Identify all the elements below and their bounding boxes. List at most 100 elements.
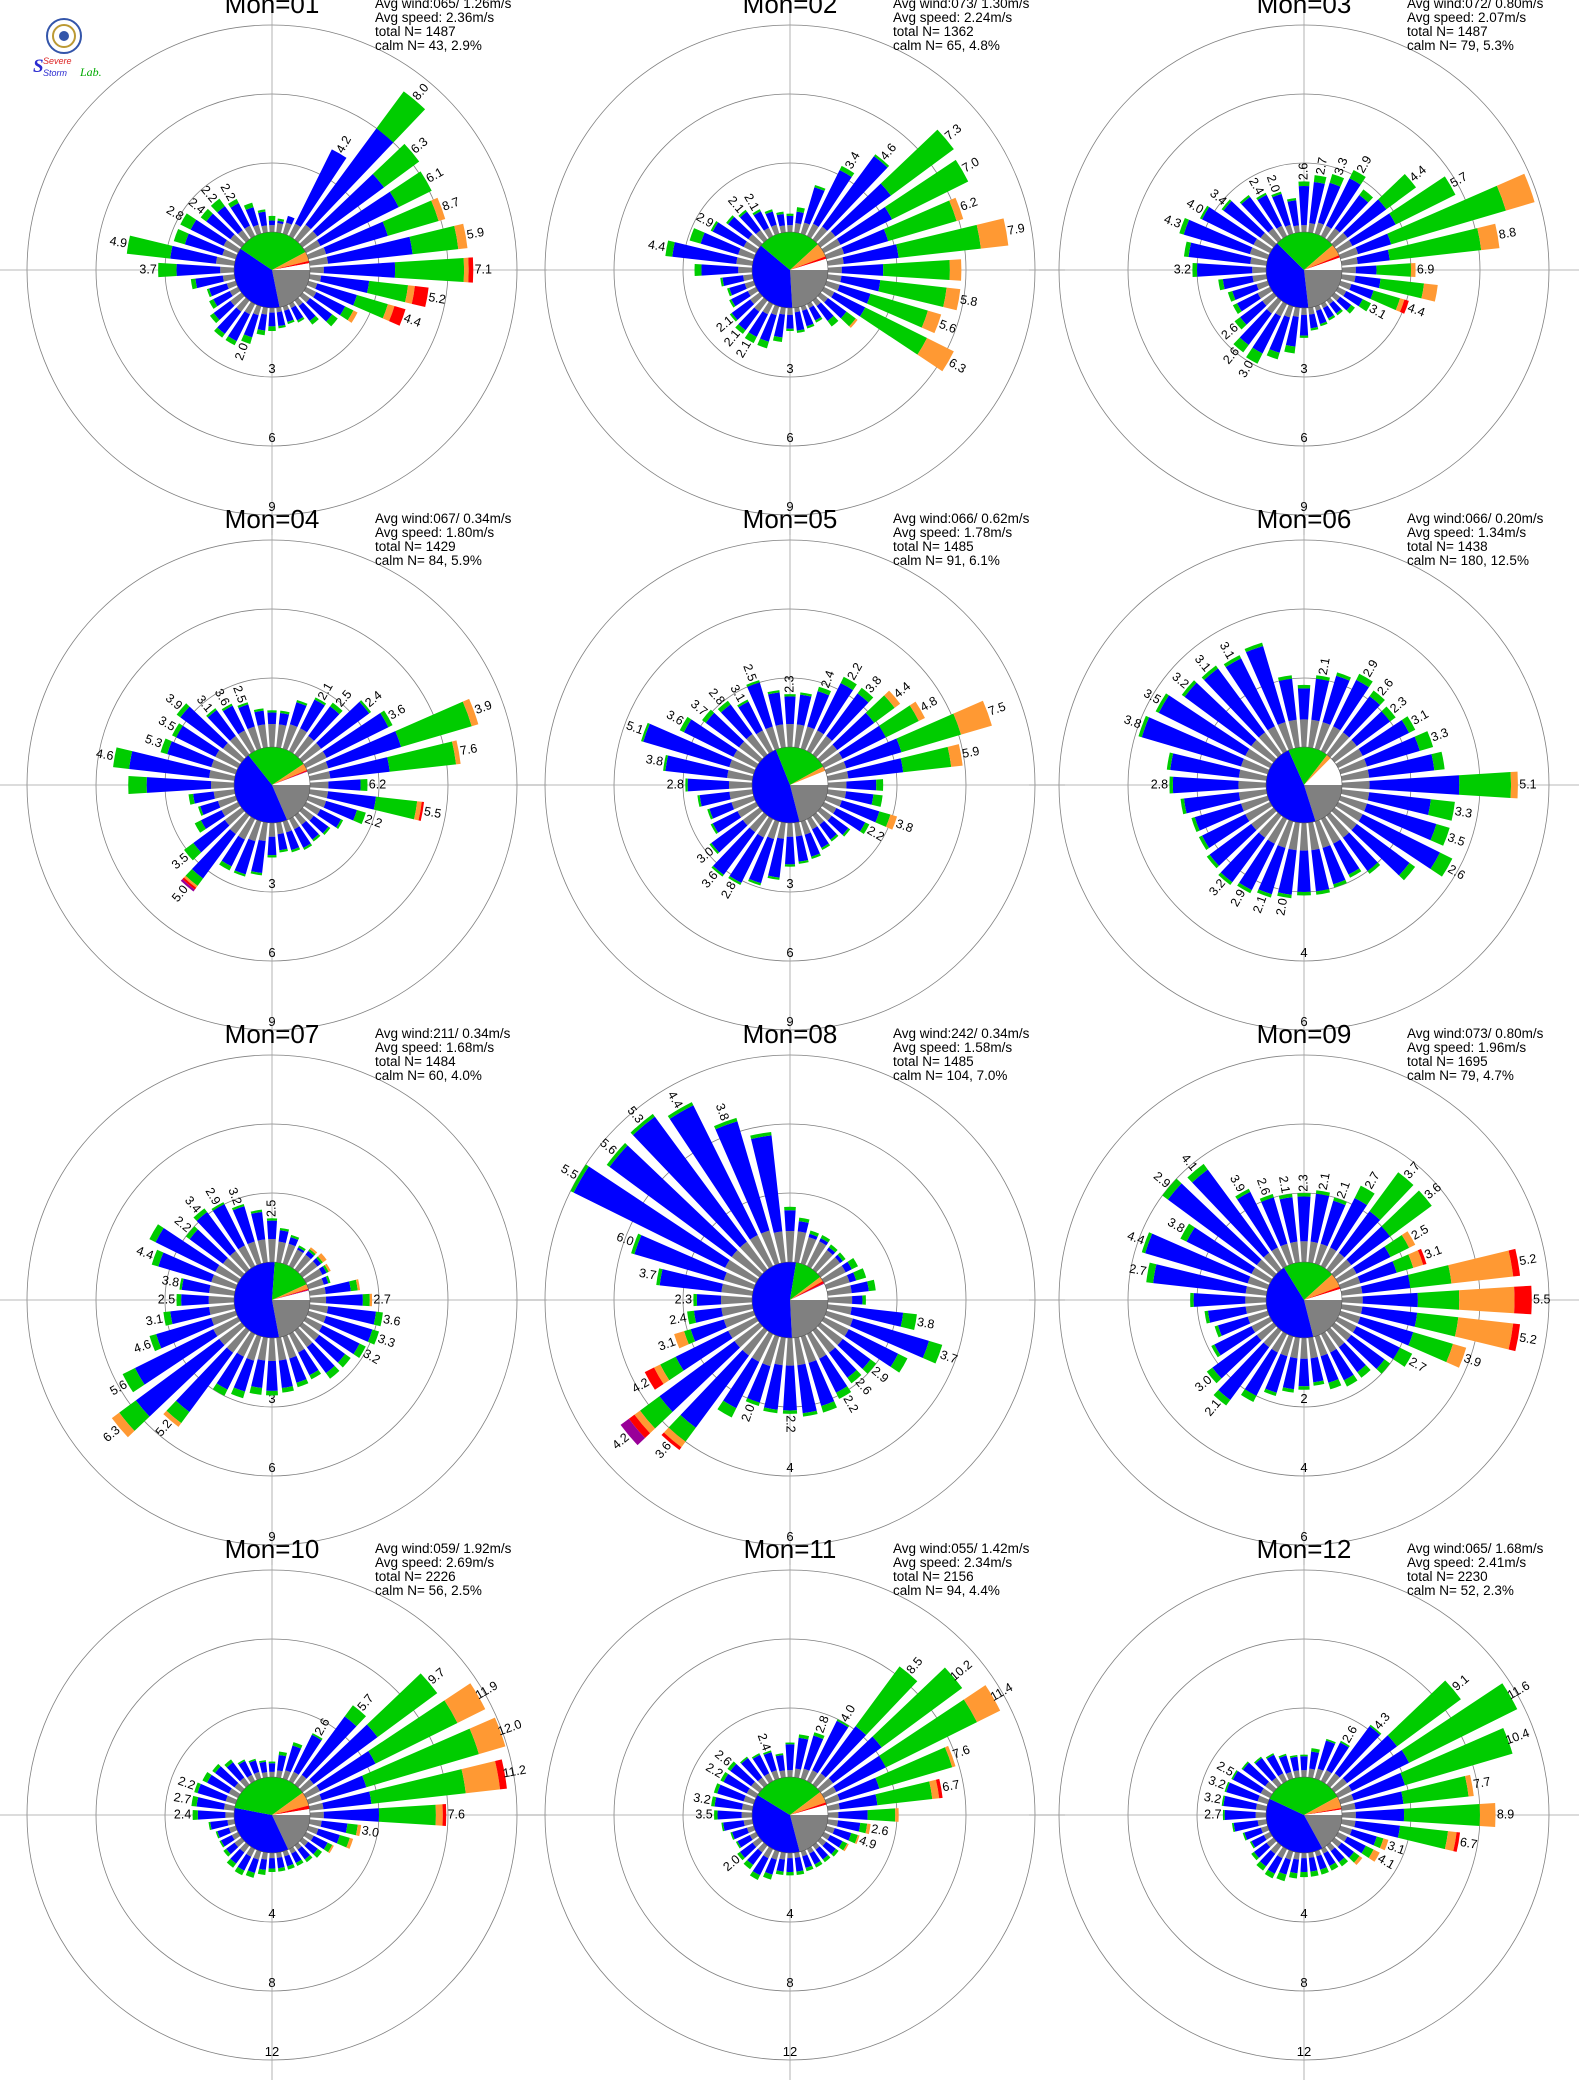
direction-bar-segment [369, 1293, 373, 1307]
direction-bar-segment [246, 1334, 262, 1361]
direction-bar-segment [852, 1295, 863, 1305]
direction-bar-segment [1355, 1808, 1405, 1822]
direction-bar-segment [800, 304, 808, 311]
stat-line: Avg speed: 1.78m/s [893, 525, 1012, 540]
direction-bar-segment [373, 796, 418, 820]
direction-bar-segment [1255, 1803, 1268, 1811]
direction-bar-segment [806, 223, 819, 239]
direction-bar-segment [659, 1269, 723, 1293]
direction-bar-segment [862, 1295, 866, 1305]
direction-bar-segment [714, 1810, 718, 1820]
bar-value-label: 2.6 [1296, 163, 1310, 180]
direction-bar-segment [1342, 696, 1381, 738]
bar-value-label: 3.1 [1423, 1243, 1444, 1262]
direction-bar-segment [209, 299, 218, 309]
wind-rose-panel: 3694.28.06.36.18.75.97.15.24.42.03.74.92… [0, 0, 547, 535]
direction-bar-segment [294, 224, 311, 243]
direction-bar-segment [1340, 1819, 1356, 1828]
direction-bar-segment [285, 1745, 302, 1773]
direction-bar-segment [1399, 299, 1409, 314]
direction-bar-segment [1214, 1326, 1256, 1356]
direction-bar-segment [190, 278, 198, 290]
bar-value-label: 5.1 [624, 718, 645, 737]
direction-bar-segment [1257, 889, 1272, 898]
direction-bar-segment [900, 1312, 917, 1331]
direction-bar-segment [414, 801, 422, 821]
direction-bar-segment [1320, 726, 1341, 754]
direction-bar-segment [752, 1754, 770, 1777]
direction-bar-segment [1282, 1387, 1294, 1393]
stat-line: total N= 2156 [893, 1569, 974, 1584]
direction-bar-segment [349, 1279, 358, 1292]
direction-bar-segment [1331, 739, 1357, 763]
bar-value-label: 2.3 [675, 1292, 692, 1306]
direction-bar-segment [1514, 1285, 1532, 1315]
direction-bar-segment [231, 1831, 241, 1840]
direction-bar-segment [277, 220, 284, 225]
direction-bar-segment [278, 712, 290, 726]
stat-line: calm N= 91, 6.1% [893, 553, 1000, 568]
direction-bar-segment [1330, 1847, 1345, 1863]
direction-bar-segment [257, 1239, 268, 1264]
direction-bar-segment [241, 334, 253, 344]
direction-bar-segment [1331, 292, 1341, 301]
direction-bar-segment [821, 1831, 831, 1840]
bar-value-label: 3.7 [139, 262, 156, 276]
direction-bar-segment [833, 808, 866, 832]
bar-value-label: 11.9 [473, 1678, 500, 1702]
direction-bar-segment [1260, 232, 1277, 248]
direction-bar-segment [796, 329, 805, 333]
direction-bar-segment [850, 1281, 869, 1294]
direction-bar-segment [1183, 219, 1253, 255]
direction-bar-segment [812, 1249, 833, 1273]
direction-bar-segment [258, 821, 268, 842]
direction-bar-segment [418, 801, 425, 821]
bar-value-label: 2.7 [1128, 1262, 1148, 1279]
direction-bar-segment [243, 313, 259, 338]
direction-bar-segment [254, 1771, 262, 1781]
direction-bar-segment [294, 297, 303, 307]
speed-pie-slice [1304, 270, 1342, 308]
direction-bar-segment [1389, 176, 1456, 225]
direction-bar-segment [1313, 175, 1327, 184]
direction-bar-segment [744, 280, 756, 289]
direction-bar-segment [1356, 673, 1373, 688]
direction-bar-segment [1245, 748, 1273, 769]
direction-bar-segment [247, 1774, 256, 1784]
direction-bar-segment [368, 1700, 458, 1764]
direction-bar-segment [794, 1768, 801, 1779]
direction-bar-segment [786, 314, 794, 329]
direction-bar-segment [285, 215, 295, 225]
speed-pie-slice [760, 232, 818, 270]
direction-bar-segment [158, 1252, 214, 1283]
direction-bar-segment [785, 1744, 795, 1771]
direction-bar-segment [717, 1810, 742, 1820]
direction-bar-segment [723, 1773, 750, 1794]
direction-bar-segment [817, 1837, 827, 1846]
direction-bar-segment [1338, 280, 1352, 290]
direction-bar-segment [1414, 1312, 1459, 1337]
direction-bar-segment [170, 245, 218, 264]
direction-bar-segment [268, 312, 276, 327]
direction-bar-segment [1300, 1756, 1308, 1771]
direction-bar-segment [229, 812, 250, 835]
direction-bar-segment [329, 757, 390, 779]
speed-pie-outline [1265, 746, 1343, 824]
direction-bar-segment [826, 1819, 839, 1827]
direction-bar-segment [800, 222, 810, 236]
direction-bar-segment [268, 1337, 276, 1361]
direction-bar-segment [322, 1791, 372, 1810]
bar-value-label: 3.1 [1386, 1838, 1407, 1857]
direction-bar-segment [821, 1401, 837, 1413]
direction-bar-segment [812, 812, 825, 825]
direction-bar-segment [195, 275, 224, 289]
direction-bar-segment [848, 1833, 858, 1844]
direction-bar-segment [309, 815, 329, 834]
direction-bar-segment [806, 816, 818, 830]
direction-bar-segment [1387, 228, 1482, 261]
direction-bar-segment [234, 1837, 245, 1848]
direction-bar-segment [268, 326, 276, 331]
direction-bar-segment [757, 1777, 768, 1788]
direction-bar-segment [741, 1803, 754, 1811]
